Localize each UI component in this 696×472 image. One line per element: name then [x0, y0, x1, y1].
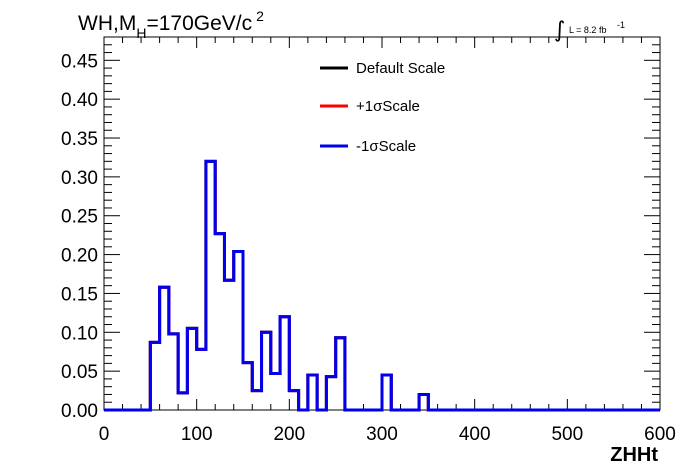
x-axis-title: ZHHt — [610, 444, 658, 466]
y-tick-label: 0.00 — [61, 401, 98, 422]
y-tick-label: 0.30 — [61, 168, 98, 189]
integral-symbol: ∫ — [554, 18, 565, 43]
y-tick-label: 0.20 — [61, 246, 98, 267]
x-tick-label: 200 — [273, 424, 305, 445]
chart-title: WH,MH=170GeV/c 2 — [78, 8, 264, 41]
legend-entry-minus-sigma: -1σScale — [320, 138, 416, 155]
x-tick-label: 400 — [459, 424, 491, 445]
x-tick-label: 500 — [551, 424, 583, 445]
legend-entry-plus-sigma: +1σScale — [320, 98, 420, 115]
luminosity-superscript: -1 — [617, 20, 625, 30]
legend-label-default: Default Scale — [356, 60, 445, 77]
y-tick-label: 0.25 — [61, 207, 98, 228]
legend-label-minus-sigma: -1σScale — [356, 138, 416, 155]
y-tick-label: 0.10 — [61, 323, 98, 344]
x-tick-label: 100 — [181, 424, 213, 445]
luminosity-text: L = 8.2 fb — [569, 25, 606, 35]
y-tick-label: 0.35 — [61, 129, 98, 150]
y-tick-label: 0.45 — [61, 51, 98, 72]
luminosity-label: ∫ L = 8.2 fb -1 — [554, 18, 625, 43]
y-tick-label: 0.05 — [61, 362, 98, 383]
y-axis: 0.00 0.05 0.10 0.15 0.20 0.25 0.30 0.35 0.40 0.45 — [61, 36, 660, 422]
x-axis: 0 100 200 300 400 500 600 — [99, 37, 676, 445]
y-tick-label: 0.15 — [61, 284, 98, 305]
legend: Default Scale +1σScale -1σScale — [320, 60, 445, 155]
y-tick-label: 0.40 — [61, 90, 98, 111]
legend-entry-default: Default Scale — [320, 60, 445, 77]
x-tick-label: 0 — [99, 424, 110, 445]
legend-label-plus-sigma: +1σScale — [356, 98, 420, 115]
series-layer — [104, 159, 660, 412]
series-line-minus-sigma-scale — [104, 159, 660, 412]
x-tick-label: 300 — [366, 424, 398, 445]
x-tick-label: 600 — [644, 424, 676, 445]
